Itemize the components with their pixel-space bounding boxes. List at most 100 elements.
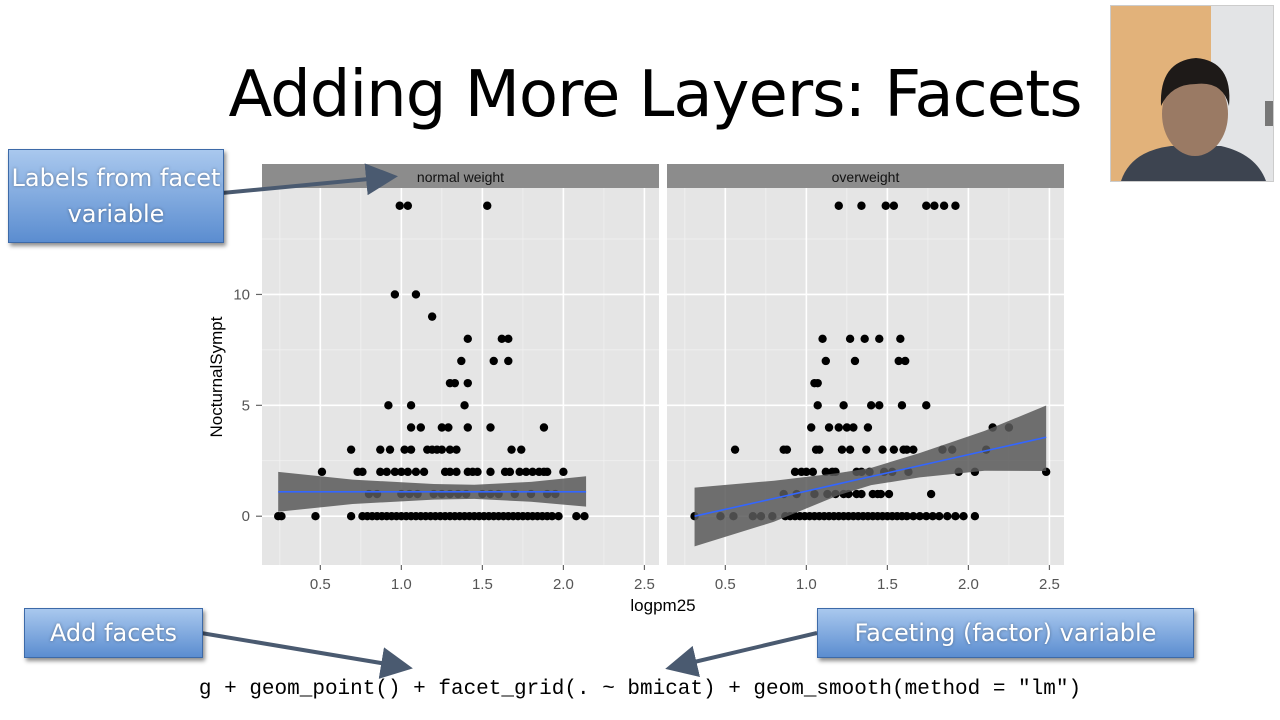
data-point — [483, 201, 492, 210]
data-point — [860, 334, 869, 343]
data-point — [517, 445, 526, 454]
data-point — [450, 378, 460, 388]
data-point — [889, 445, 899, 454]
callout-text: Add facets — [49, 619, 178, 647]
data-point — [837, 445, 847, 454]
x-tick-label: 1.0 — [796, 576, 817, 593]
data-point — [875, 401, 884, 410]
data-point — [346, 512, 356, 521]
callout-text: Labels from facet variable — [11, 164, 221, 228]
data-point — [790, 467, 800, 477]
labels-callout-arrow — [221, 163, 398, 196]
data-point — [406, 423, 416, 432]
data-point — [437, 423, 447, 432]
data-point — [943, 512, 952, 521]
data-point — [894, 356, 903, 366]
data-point — [504, 334, 513, 343]
data-point — [845, 334, 855, 343]
data-point — [928, 512, 937, 521]
x-tick-label: 2.5 — [1039, 576, 1060, 593]
data-point — [504, 356, 513, 366]
data-point — [452, 445, 461, 454]
data-point — [444, 423, 453, 432]
data-point — [460, 401, 469, 410]
data-point — [875, 334, 884, 343]
data-point — [930, 201, 939, 210]
callout-faceting-variable: Faceting (factor) variable — [817, 608, 1194, 658]
data-point — [939, 201, 949, 210]
callout-text: Faceting (factor) variable — [854, 619, 1157, 647]
data-point — [839, 401, 848, 410]
data-point — [935, 512, 944, 521]
x-axis-label: logpm25 — [630, 596, 695, 615]
data-point — [473, 467, 482, 477]
data-point — [951, 512, 960, 521]
callout-add-facets: Add facets — [24, 608, 203, 658]
y-tick-label: 10 — [233, 286, 250, 303]
data-point — [901, 356, 910, 366]
x-tick-label: 0.5 — [715, 576, 736, 593]
x-tick-label: 2.5 — [634, 576, 655, 593]
panel-background — [262, 188, 659, 565]
data-point — [505, 467, 515, 477]
r-code-line: g + geom_point() + facet_grid(. ~ bmicat… — [198, 678, 1082, 701]
data-point — [437, 445, 447, 454]
data-point — [463, 334, 472, 343]
data-point — [411, 290, 421, 299]
data-point — [922, 401, 931, 410]
data-point — [406, 401, 416, 410]
data-point — [416, 423, 425, 432]
data-point — [385, 445, 395, 454]
y-tick-label: 5 — [242, 397, 250, 414]
data-point — [902, 512, 912, 521]
data-point — [395, 201, 404, 210]
data-point — [862, 445, 871, 454]
data-point — [902, 445, 912, 454]
data-point — [922, 512, 931, 521]
data-point — [730, 445, 740, 454]
facet-strip — [667, 164, 1064, 188]
data-point — [845, 445, 855, 454]
data-point — [559, 467, 568, 477]
data-point — [821, 467, 830, 477]
x-tick-label: 0.5 — [310, 576, 331, 593]
data-point — [397, 467, 406, 477]
data-point — [813, 378, 822, 388]
data-point — [486, 423, 495, 432]
data-point — [808, 467, 818, 477]
data-point — [896, 334, 905, 343]
facet-strip-label: normal weight — [417, 169, 504, 185]
data-point — [390, 290, 400, 299]
presenter-webcam-video — [1110, 5, 1274, 182]
data-point — [824, 423, 834, 432]
data-point — [452, 467, 461, 477]
data-point — [821, 356, 830, 366]
data-point — [497, 334, 507, 343]
data-point — [507, 445, 516, 454]
data-point — [951, 201, 960, 210]
data-point — [878, 445, 887, 454]
y-tick-label: 0 — [242, 508, 250, 525]
data-point — [390, 467, 400, 477]
data-point — [521, 467, 531, 477]
data-point — [384, 401, 393, 410]
data-point — [834, 201, 843, 210]
x-tick-label: 1.0 — [391, 576, 412, 593]
data-point — [445, 467, 455, 477]
x-tick-label: 2.0 — [553, 576, 574, 593]
data-point — [419, 467, 429, 477]
data-point — [850, 356, 860, 366]
data-point — [857, 489, 866, 499]
data-point — [782, 445, 792, 454]
data-point — [926, 489, 936, 499]
data-point — [411, 467, 421, 477]
data-point — [876, 489, 886, 499]
data-point — [358, 467, 367, 477]
data-point — [463, 423, 472, 432]
data-point — [403, 201, 413, 210]
data-point — [427, 312, 437, 321]
data-point — [909, 445, 918, 454]
data-point — [403, 467, 413, 477]
data-point — [807, 423, 816, 432]
